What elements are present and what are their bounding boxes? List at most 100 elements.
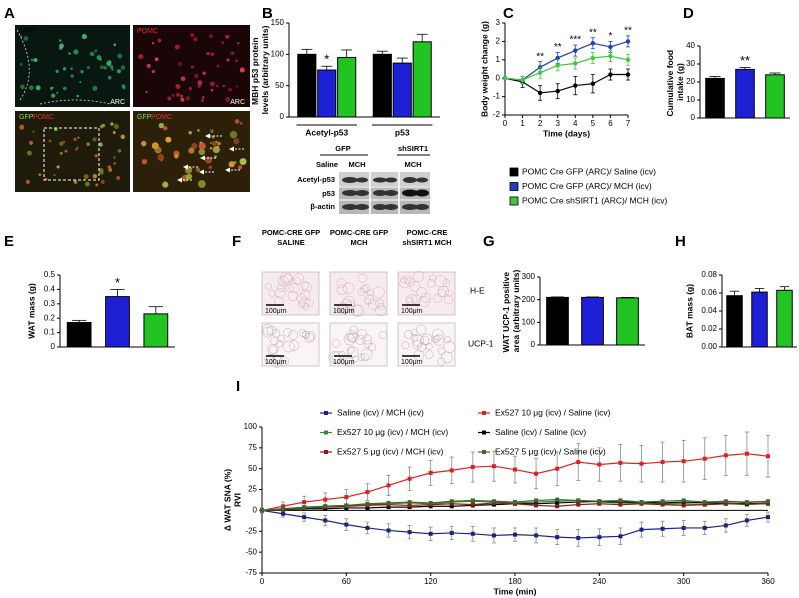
adipocyte xyxy=(348,332,359,343)
cell xyxy=(20,35,23,38)
legend-label: POMC Cre GFP (ARC)/ MCH (icv) xyxy=(522,181,652,191)
cell xyxy=(163,126,168,131)
adipocyte xyxy=(362,334,373,345)
bar xyxy=(705,77,725,119)
adipocyte xyxy=(399,276,407,284)
adipocyte xyxy=(265,282,272,290)
y-tick-label: -50 xyxy=(245,547,257,556)
stain-label: GFP xyxy=(19,28,34,35)
cell xyxy=(64,149,68,153)
blot-group: GFP xyxy=(335,144,350,153)
y-tick-label: 10 xyxy=(686,95,695,104)
x-tick-label: 120 xyxy=(424,577,438,586)
marker xyxy=(513,532,517,537)
marker xyxy=(766,515,770,520)
cell xyxy=(76,94,79,98)
y-axis-title: Body weight change (g) xyxy=(479,21,489,117)
cell xyxy=(59,151,63,155)
marker xyxy=(428,531,433,536)
column-header: shSIRT1 MCH xyxy=(402,238,451,247)
marker xyxy=(702,502,707,507)
cell xyxy=(86,66,90,70)
significance: ** xyxy=(589,27,597,38)
adipocyte xyxy=(344,357,354,367)
x-tick-label: 240 xyxy=(593,577,607,586)
blot-protein: p53 xyxy=(322,189,335,198)
adipocyte xyxy=(283,328,292,337)
marker xyxy=(702,525,707,530)
adipocyte xyxy=(416,287,427,298)
x-tick-label: 300 xyxy=(677,577,691,586)
marker xyxy=(681,503,686,508)
marker xyxy=(281,506,286,511)
cell xyxy=(154,146,162,154)
bar xyxy=(581,296,604,346)
bar xyxy=(105,296,130,348)
cell xyxy=(73,49,79,55)
panel-letter: C xyxy=(503,5,514,22)
marker xyxy=(625,39,631,44)
cell xyxy=(26,150,32,156)
cell xyxy=(77,136,80,139)
cell xyxy=(228,161,235,168)
marker xyxy=(608,72,613,77)
cell xyxy=(212,141,217,146)
row-label: H-E xyxy=(470,285,485,295)
cell xyxy=(83,174,89,180)
x-tick-label: 1 xyxy=(520,119,525,128)
adipocyte xyxy=(342,282,355,294)
cell xyxy=(70,67,73,70)
marker xyxy=(470,502,475,507)
adipocyte xyxy=(433,335,441,343)
y-tick-label: 0.5 xyxy=(44,270,56,279)
y-tick-label: 2 xyxy=(496,37,501,46)
bar xyxy=(726,295,743,348)
marker xyxy=(281,511,286,516)
adipocyte xyxy=(331,351,344,364)
blot-image xyxy=(339,172,430,214)
micrographs xyxy=(15,25,250,192)
significance: * xyxy=(115,275,120,290)
stain-label: POMC xyxy=(33,114,54,121)
adipocyte xyxy=(261,323,274,336)
significance: ** xyxy=(740,53,750,68)
x-tick-label: 7 xyxy=(626,119,631,128)
y-axis-title: WAT mass (g) xyxy=(26,283,36,339)
x-axis-title: Time (min) xyxy=(494,586,537,596)
y-tick-label: 3 xyxy=(496,18,501,27)
cell xyxy=(185,96,191,101)
y-tick-label: 0.00 xyxy=(701,342,717,351)
cell xyxy=(188,131,192,135)
y-tick-label: 0 xyxy=(691,113,696,122)
cell xyxy=(20,84,25,90)
column-header: MCH xyxy=(350,238,367,247)
y-tick-label: 75 xyxy=(248,443,257,452)
bar xyxy=(776,289,793,348)
adipocyte xyxy=(401,341,410,350)
category-label: Acetyl-p53 xyxy=(305,127,348,137)
cell xyxy=(109,65,114,69)
marker xyxy=(491,533,496,538)
adipocyte xyxy=(349,325,358,334)
cell xyxy=(28,85,34,91)
bar xyxy=(735,68,755,119)
legend-swatch xyxy=(324,430,328,435)
cell xyxy=(208,165,212,169)
cell xyxy=(81,34,87,40)
marker xyxy=(449,504,454,509)
marker xyxy=(573,83,578,88)
adipocyte xyxy=(278,276,289,287)
adipocyte xyxy=(337,302,348,314)
cell xyxy=(209,146,213,150)
scale-label: 100μm xyxy=(265,359,287,366)
cell xyxy=(157,153,165,161)
panel-letter: H xyxy=(675,233,686,250)
adipocyte xyxy=(301,282,312,293)
marker xyxy=(744,451,749,456)
y-tick-label: 50 xyxy=(248,464,257,473)
marker xyxy=(513,500,517,505)
cell xyxy=(62,67,67,71)
cell xyxy=(73,137,77,141)
adipocyte xyxy=(372,286,385,299)
adipocyte xyxy=(440,351,453,364)
